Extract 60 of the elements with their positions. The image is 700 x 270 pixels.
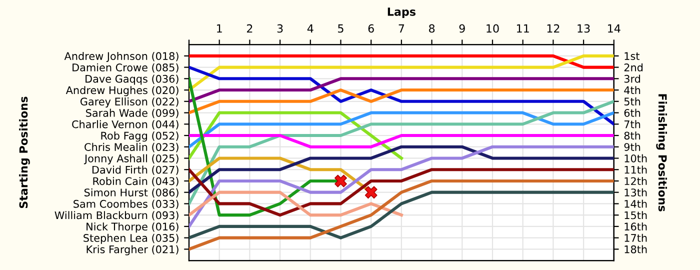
x-tick-label: 12 [547,24,560,33]
y2-tick-label: 3rd [624,74,640,83]
x-tick-label: 2 [246,24,252,33]
category-label: Damien Crowe (085) [72,63,178,73]
x-tick-label: 4 [307,24,314,33]
category-label: Kris Fargher (021) [86,245,178,256]
x-tick-label: 14 [608,24,620,33]
x-tick-label: 5 [338,24,344,33]
category-label: Nick Thorpe (016) [86,222,178,233]
x-tick-label: 1 [217,24,222,33]
category-label: Sam Coombes (033) [74,200,178,210]
y2-tick-label: 18th [624,245,647,254]
category-label: Rob Fagg (052) [101,132,178,142]
y2-tick-label: 10th [624,154,647,162]
category-label: Charlie Vernon (044) [72,120,178,130]
category-label: Robin Cain (043) [93,177,178,186]
x-tick-label: 11 [517,24,529,33]
category-label: Andrew Johnson (018) [64,52,178,62]
y2-tick-label: 11th [624,166,647,174]
y2-tick-label: 14th [624,200,647,208]
x-tick-label: 7 [398,24,404,33]
x-axis-title: Laps [388,8,416,18]
y2-tick-label: 17th [624,234,647,242]
y2-tick-label: 6th [624,108,640,117]
category-label: Simon Hurst (086) [84,188,178,198]
y2-tick-label: 9th [624,142,640,151]
category-label: Chris Mealin (023) [84,142,178,152]
y2-tick-label: 5th [624,97,640,106]
y2-tick-label: 2nd [624,63,643,72]
x-tick-label: 10 [486,24,499,33]
y2-axis-title: Finishing Positions [656,94,668,212]
line-series [189,190,614,240]
line-series [189,145,614,194]
line-series [189,100,614,206]
y2-tick-label: 8th [624,132,640,140]
category-label: David Firth (027) [92,166,178,175]
y2-tick-label: 12th [624,177,647,185]
x-tick-label: 8 [429,24,435,33]
category-label: Stephen Lea (035) [84,234,178,244]
x-tick-label: 9 [459,24,465,33]
line-series [189,145,614,228]
x-tick-label: 3 [277,24,283,33]
category-label: Dave Gaqqs (036) [86,74,178,85]
text: Starting Positions [19,96,30,208]
line-series [189,179,614,251]
y2-tick-label: 13th [624,188,647,196]
x-tick-label: 13 [578,24,590,33]
y2-tick-label: 15th [624,211,647,220]
category-label: Andrew Hughes (020) [66,86,178,96]
category-label: Garey Ellison (022) [80,97,178,108]
category-label: William Blackburn (093) [54,211,178,220]
category-label: Jonny Ashall (025) [84,154,178,164]
category-label: Sarah Wade (099) [86,108,178,118]
y2-tick-label: 7th [624,120,640,128]
line-series [189,168,614,217]
x-tick-label: 6 [368,24,374,33]
y2-tick-label: 1st [624,52,640,60]
y2-tick-label: 4th [624,86,640,94]
line-series [189,66,614,126]
y2-tick-label: 16th [624,222,647,231]
